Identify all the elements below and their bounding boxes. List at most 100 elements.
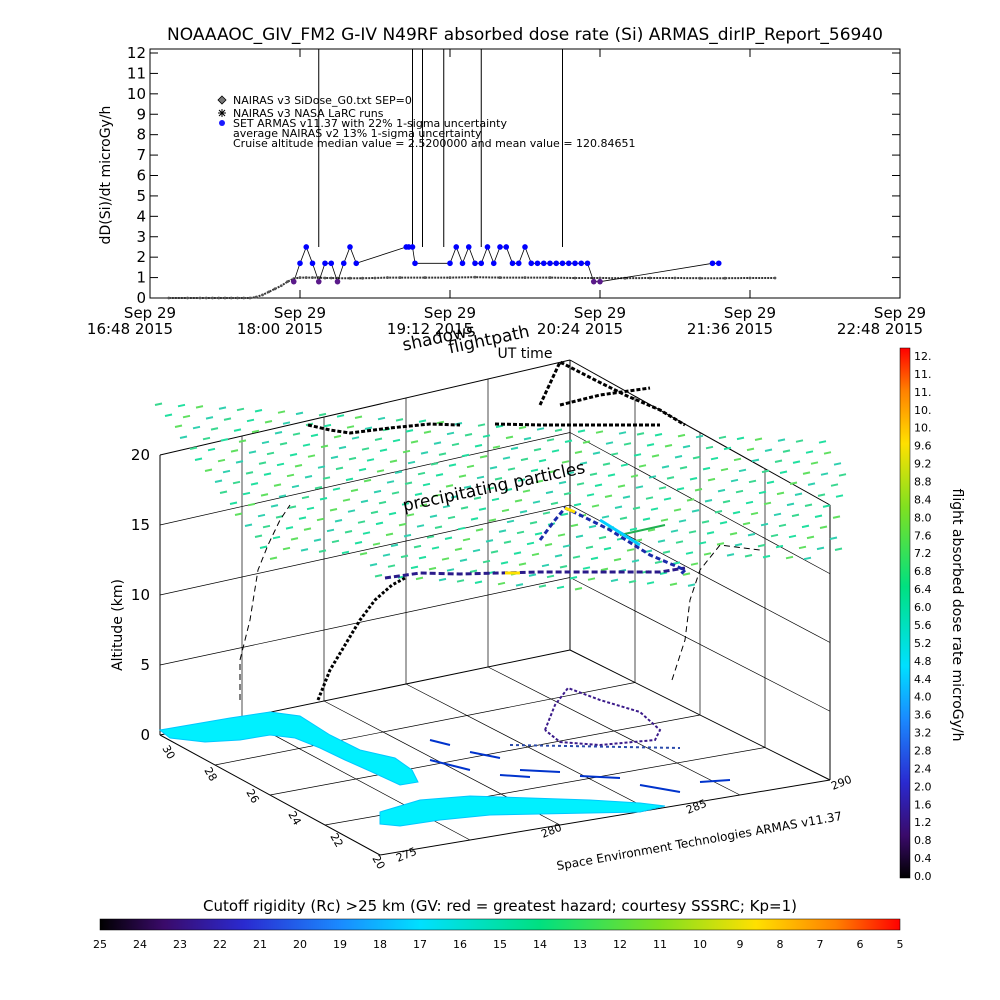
armas-point <box>547 260 553 267</box>
particle-mark <box>498 529 507 533</box>
rigidity-colorbar-tick-label: 10 <box>693 938 707 951</box>
nairas-point <box>361 276 364 280</box>
z-tick-label: 10 <box>131 586 150 604</box>
particle-mark <box>536 427 545 431</box>
particle-mark <box>692 455 701 460</box>
dose-colorbar-tick-label: 2.0 <box>914 780 932 793</box>
nairas-point <box>279 284 283 288</box>
y-tick-label: 7 <box>136 146 146 164</box>
particle-mark <box>359 552 368 556</box>
dose-colorbar-tick-label: 11. <box>914 386 932 399</box>
particle-mark <box>478 507 487 511</box>
armas-point <box>290 278 297 285</box>
latitude-ticks: 30 28 26 24 22 20 <box>159 743 387 872</box>
particle-mark <box>286 473 295 478</box>
y-tick-label: 12 <box>127 44 146 62</box>
particle-mark <box>520 457 529 462</box>
nairas-point <box>523 276 527 279</box>
particle-mark <box>250 482 259 486</box>
particle-mark <box>648 475 657 479</box>
particle-mark <box>534 532 543 536</box>
particle-mark <box>748 479 757 484</box>
particle-mark <box>450 495 459 499</box>
rigidity-colorbar-tick-label: 5 <box>897 938 904 951</box>
particle-mark <box>816 546 825 551</box>
longitude-tick-label: 290 <box>829 773 853 793</box>
grid-line <box>159 577 571 666</box>
particle-mark <box>574 450 583 454</box>
particle-mark <box>560 512 569 517</box>
dose-colorbar-tick-label: 11. <box>914 368 932 381</box>
particle-mark <box>278 494 287 498</box>
rigidity-colorbar-tick-label: 8 <box>777 938 784 951</box>
particle-mark <box>556 585 565 590</box>
dose-colorbar-tick-label: 4.0 <box>914 691 932 704</box>
particle-mark <box>610 578 619 583</box>
armas-point <box>453 244 460 250</box>
particle-mark <box>415 576 424 581</box>
particle-mark <box>690 562 699 566</box>
particle-mark <box>705 445 714 450</box>
particle-mark <box>432 493 441 498</box>
particle-mark <box>635 485 644 489</box>
particle-mark <box>682 572 691 576</box>
nairas-point <box>648 276 652 280</box>
particle-mark <box>695 434 704 439</box>
particle-mark <box>522 489 531 493</box>
particle-mark <box>457 526 466 531</box>
particle-mark <box>530 468 539 473</box>
particle-mark <box>401 502 410 506</box>
particle-mark <box>691 509 700 513</box>
nairas-point <box>186 296 189 300</box>
particle-mark <box>298 516 307 520</box>
dose-colorbar-tick-label: 5.6 <box>914 619 932 632</box>
dose-colorbar-tick-label: 5.2 <box>914 637 932 650</box>
particle-mark <box>494 477 503 481</box>
dose-colorbar-tick-label: 2.8 <box>914 744 932 757</box>
floor-grid-line <box>214 682 636 766</box>
particle-mark <box>673 508 682 512</box>
particle-mark <box>507 467 516 471</box>
particle-mark <box>192 425 201 430</box>
dose-colorbar-tick-label: 4.4 <box>914 673 932 686</box>
particle-mark <box>354 415 363 419</box>
armas-point <box>303 244 310 250</box>
rigidity-colorbar-tick-label: 24 <box>133 938 147 951</box>
particle-mark <box>829 536 838 540</box>
nairas-point <box>217 296 221 300</box>
particle-mark <box>232 480 241 485</box>
particle-mark <box>723 446 732 451</box>
particle-mark <box>602 462 611 466</box>
x-tick-time: 20:24 2015 <box>537 320 623 338</box>
particle-mark <box>394 470 403 474</box>
particle-mark <box>220 438 229 442</box>
top-legend: NAIRAS v3 SiDose_G0.txt SEP=0 NAIRAS v3 … <box>217 94 636 150</box>
particle-mark <box>554 428 563 432</box>
y-tick-label: 2 <box>136 248 146 266</box>
particle-mark <box>662 550 671 554</box>
particle-mark <box>587 577 596 581</box>
rigidity-colorbar-tick-label: 17 <box>413 938 427 951</box>
dose-colorbar-tick-label: 0.8 <box>914 834 932 847</box>
y-tick-label: 11 <box>127 64 146 82</box>
particle-mark <box>761 469 770 474</box>
particle-mark <box>194 457 203 461</box>
particle-mark <box>262 524 271 529</box>
rigidity-colorbar-tick-label: 25 <box>93 938 107 951</box>
particle-mark <box>763 501 772 506</box>
particle-mark <box>504 488 513 492</box>
longitude-tick-label: 280 <box>539 821 563 841</box>
particle-mark <box>357 520 366 524</box>
particle-mark <box>610 452 619 456</box>
particle-mark <box>804 503 813 507</box>
particle-mark <box>619 516 628 520</box>
particle-mark <box>291 484 300 489</box>
dose-colorbar-tick-label: 8.4 <box>914 493 932 506</box>
particle-mark <box>210 427 219 431</box>
particle-mark <box>805 450 814 454</box>
three-d-plot: flightpath shadows precipitating particl… <box>110 321 854 874</box>
particle-mark <box>614 505 623 509</box>
particle-mark <box>559 565 568 569</box>
particle-mark <box>338 445 347 450</box>
